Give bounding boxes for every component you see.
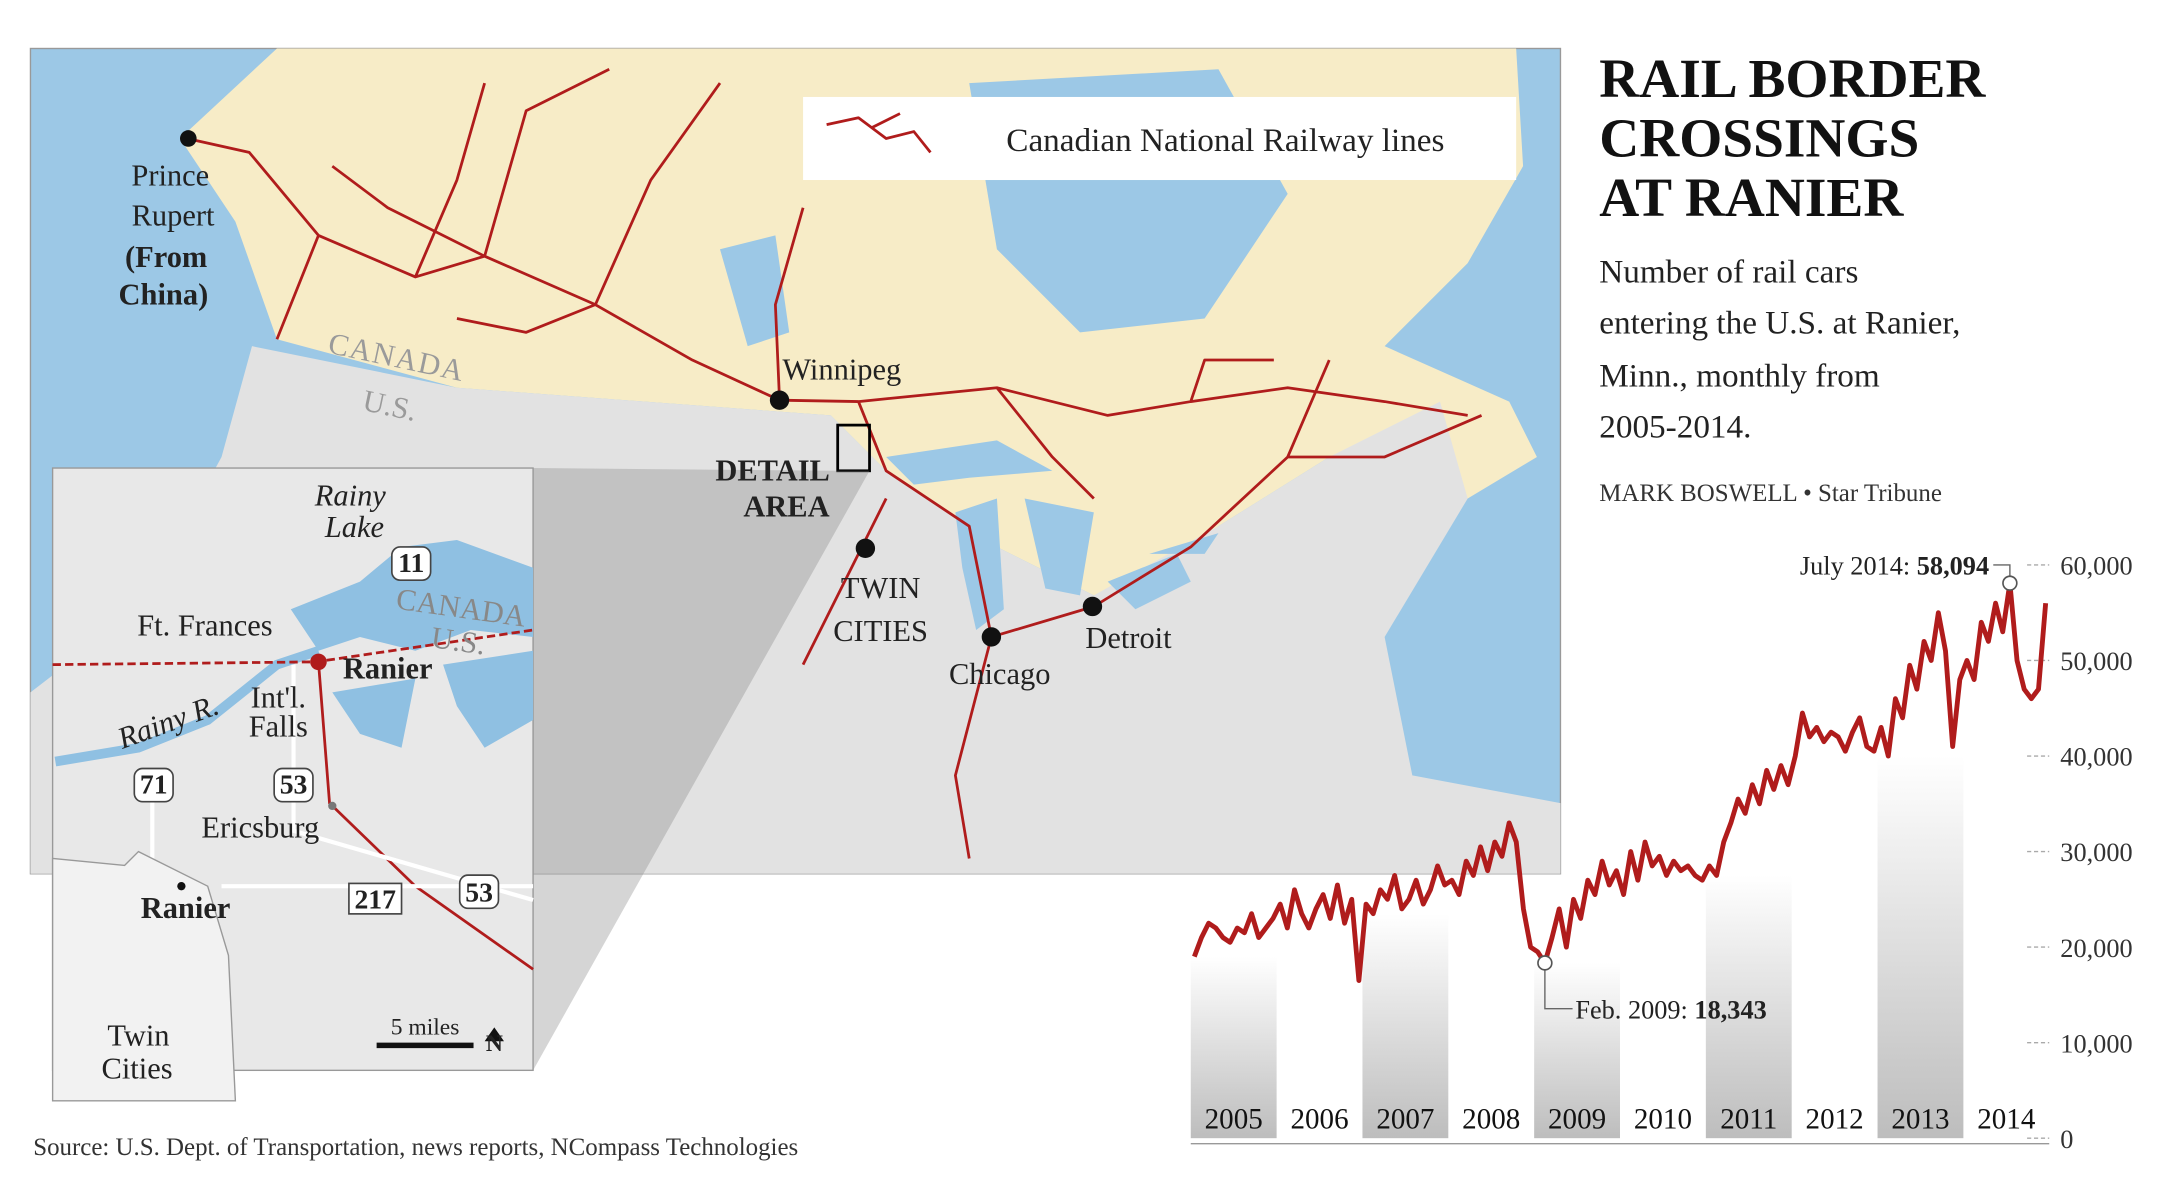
- y-tick-label: 50,000: [2060, 647, 2132, 676]
- map-label: China): [119, 278, 209, 312]
- credit: MARK BOSWELL • Star Tribune: [1599, 480, 1942, 507]
- lakes: [720, 235, 1219, 631]
- detail-projection: [533, 468, 870, 1071]
- annotation-leader: [1544, 962, 1573, 1010]
- inset-label: 5 miles: [391, 1014, 460, 1040]
- map-label: TWIN: [841, 571, 920, 605]
- annotation-value: 18,343: [1694, 995, 1766, 1024]
- title-line: AT RANIER: [1599, 167, 1904, 228]
- city-dot: [1082, 596, 1103, 617]
- data-line: [1192, 580, 2049, 983]
- cities: [180, 130, 1103, 647]
- inset-label: U.S.: [429, 620, 487, 661]
- inset-label: Ericsburg: [201, 811, 319, 845]
- route-shield: [458, 874, 500, 910]
- inset-label: Cities: [102, 1052, 173, 1086]
- inset-label: 71: [140, 768, 168, 799]
- inset-map: Rainy Lake 11 CANADA U.S. Ft. Frances Ra…: [51, 467, 534, 1102]
- year-band: [1877, 756, 1964, 1139]
- annotation-text: July 2014:: [1800, 552, 1910, 581]
- x-tick-label: 2008: [1462, 1103, 1520, 1135]
- year-band: [1534, 962, 1620, 1139]
- inset-label: Twin: [107, 1018, 169, 1052]
- inset-label: 53: [280, 768, 308, 799]
- title-line: CROSSINGS: [1599, 107, 1919, 168]
- y-tick-label: 20,000: [2060, 934, 2132, 963]
- inset-label: Int'l.: [251, 681, 306, 715]
- inset-label: Ranier: [343, 651, 433, 685]
- annotation-value: 58,094: [1917, 552, 1989, 581]
- inset-label: Rainy: [314, 478, 387, 512]
- x-tick-label: 2009: [1548, 1103, 1606, 1135]
- inset-label: 53: [465, 876, 493, 907]
- inset-label: 11: [398, 547, 424, 578]
- year-band: [1705, 875, 1792, 1139]
- y-tick-label: 60,000: [2060, 552, 2132, 581]
- inset-rail: [317, 661, 534, 971]
- minnesota: [51, 850, 237, 1102]
- inset-label: Ranier: [141, 891, 231, 925]
- source: Source: U.S. Dept. of Transportation, ne…: [33, 1134, 798, 1161]
- x-tick-label: 2006: [1290, 1103, 1348, 1135]
- inset-label: Ft. Frances: [137, 609, 272, 643]
- annotation: July 2014: 58,094: [1800, 552, 1989, 581]
- ranier-locator: [177, 882, 186, 891]
- subtitle-line: 2005-2014.: [1599, 409, 1751, 446]
- annotation-text: Feb. 2009:: [1575, 995, 1688, 1024]
- ericsburg-dot: [328, 801, 337, 811]
- x-tick-label: 2007: [1376, 1103, 1434, 1135]
- map-label: Detroit: [1085, 621, 1172, 655]
- line-chart: 2005 2006 2007 2008 2009 2010 2011 2012 2013 2014…: [1190, 552, 2133, 1154]
- city-dot: [769, 390, 790, 410]
- map-label: (From: [125, 240, 207, 274]
- route-shield: [391, 546, 432, 582]
- y-tick-label: 0: [2060, 1125, 2073, 1154]
- route-shield: [133, 767, 174, 803]
- x-tick-label: 2010: [1634, 1103, 1692, 1135]
- map-label: Prince: [131, 159, 209, 193]
- inset-label: Falls: [249, 710, 308, 744]
- map-label: AREA: [743, 489, 829, 523]
- rainy-river: [54, 646, 320, 767]
- subtitle-line: Number of rail cars: [1599, 253, 1858, 290]
- map-label: DETAIL: [715, 453, 830, 487]
- map-label: Winnipeg: [782, 352, 901, 386]
- x-tick-label: 2011: [1720, 1103, 1777, 1135]
- inset-label: N: [486, 1031, 503, 1057]
- detail-box: [836, 423, 871, 473]
- y-tick-label: 10,000: [2060, 1029, 2132, 1058]
- map-label: CITIES: [833, 614, 928, 648]
- annotation-marker: [2002, 575, 2018, 591]
- ranier-dot: [310, 653, 327, 671]
- y-tick-label: 30,000: [2060, 838, 2132, 867]
- annotation-marker: [1537, 955, 1553, 971]
- title-line: RAIL BORDER: [1599, 48, 1986, 109]
- x-tick-label: 2014: [1977, 1103, 2036, 1135]
- legend-label: Canadian National Railway lines: [1006, 122, 1444, 159]
- inset-label: Lake: [324, 510, 384, 544]
- legend-swatch: [826, 112, 932, 154]
- annotation: Feb. 2009: 18,343: [1575, 995, 1766, 1024]
- route-shield: [273, 767, 314, 803]
- subtitle-line: entering the U.S. at Ranier,: [1599, 305, 1960, 342]
- inset-water: [290, 540, 534, 748]
- y-tick-label: 40,000: [2060, 743, 2132, 772]
- north-arrow: [484, 1027, 504, 1042]
- year-band: [1190, 956, 1277, 1139]
- city-dot: [981, 627, 1002, 647]
- x-tick-label: 2013: [1891, 1103, 1949, 1135]
- subtitle-line: Minn., monthly from: [1599, 357, 1880, 394]
- inset-label: 217: [354, 883, 396, 914]
- legend-box: [803, 96, 1517, 181]
- map-label: Rupert: [132, 199, 215, 233]
- route-shield: [348, 882, 403, 915]
- x-tick-label: 2012: [1806, 1103, 1864, 1135]
- city-dot: [855, 538, 876, 559]
- city-dot: [180, 130, 197, 147]
- x-tick-label: 2005: [1205, 1103, 1263, 1135]
- map-label: Chicago: [949, 657, 1051, 691]
- year-band: [1362, 913, 1449, 1139]
